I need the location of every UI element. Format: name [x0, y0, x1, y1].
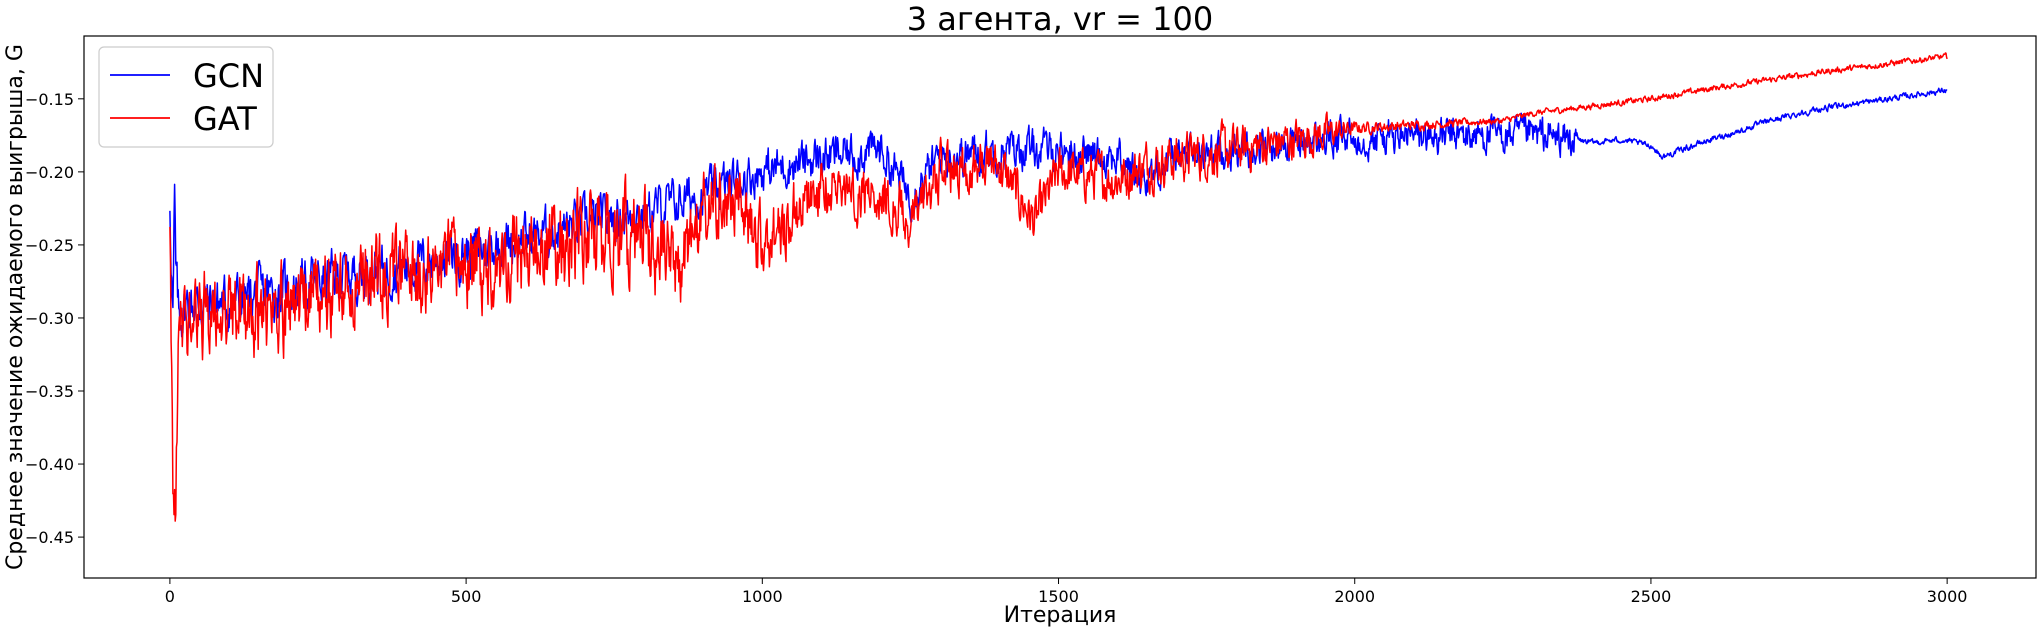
legend: GCN GAT — [98, 46, 274, 148]
x-tick-label: 500 — [451, 587, 482, 606]
y-tick-label: −0.20 — [25, 163, 74, 182]
series-layer — [169, 52, 1948, 522]
legend-label-gat: GAT — [193, 100, 257, 138]
x-axis-ticks: 0 500 1000 1500 2000 2500 3000 — [165, 578, 1968, 606]
x-axis-label: Итерация — [1004, 603, 1117, 628]
y-tick-label: −0.35 — [25, 382, 74, 401]
x-tick-label: 2000 — [1334, 587, 1375, 606]
x-tick-label: 1500 — [1038, 587, 1079, 606]
x-tick-label: 0 — [165, 587, 175, 606]
x-tick-label: 3000 — [1927, 587, 1968, 606]
x-tick-label: 2500 — [1631, 587, 1672, 606]
legend-label-gcn: GCN — [193, 57, 264, 95]
y-axis-ticks: −0.45 −0.40 −0.35 −0.30 −0.25 −0.20 −0.15 — [25, 90, 84, 547]
chart-title: 3 агента, vr = 100 — [907, 0, 1213, 38]
y-tick-label: −0.15 — [25, 90, 74, 109]
x-tick-label: 1000 — [742, 587, 783, 606]
legend-box — [98, 46, 274, 148]
series-line-gat — [169, 52, 1948, 522]
plot-frame — [83, 35, 2037, 579]
y-tick-label: −0.40 — [25, 455, 74, 474]
y-tick-label: −0.25 — [25, 236, 74, 255]
y-axis-label: Среднее значение ожидаемого выигрыша, G — [3, 44, 28, 570]
y-tick-label: −0.45 — [25, 528, 74, 547]
y-tick-label: −0.30 — [25, 309, 74, 328]
